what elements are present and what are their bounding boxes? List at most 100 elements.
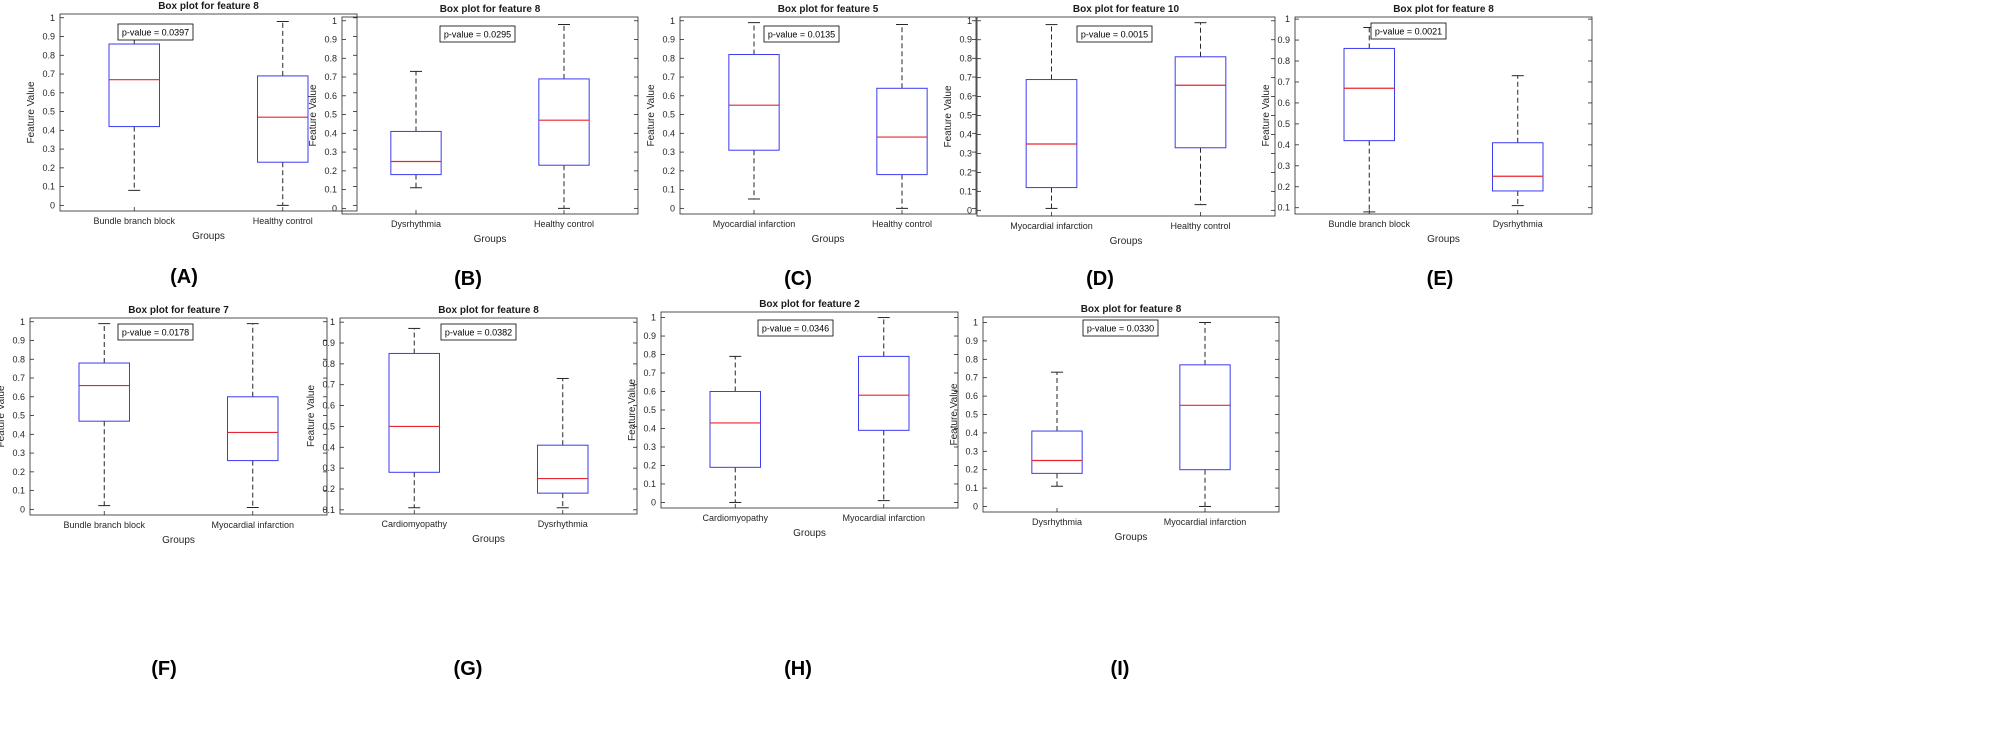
iqr-box (537, 444, 589, 494)
iqr-box (876, 87, 928, 176)
y-tick-label: 0.5 (324, 110, 337, 120)
y-tick-label: 0.6 (12, 392, 25, 402)
p-value-text: p-value = 0.0178 (122, 328, 189, 338)
y-tick-label: 0.8 (322, 359, 335, 369)
panel-4: Box plot for feature 10 0 0.1 0.2 0.3 0.4 0.5 0… (943, 4, 1276, 290)
y-tick-label: 0.6 (959, 92, 972, 102)
y-tick-label: 0.6 (643, 387, 656, 397)
iqr-box (709, 391, 761, 468)
y-tick-label: 0.2 (322, 484, 335, 494)
y-tick-label: 0.1 (12, 486, 25, 496)
y-tick-label: 0.5 (1277, 119, 1290, 129)
y-tick-label: 0.3 (12, 448, 25, 458)
panel-9: Box plot for feature 8 0 0.1 0.2 0.3 0.4 0.5 0.… (949, 304, 1280, 680)
y-tick-label: 0 (50, 200, 55, 210)
p-value-annotation: p-value = 0.0178 (117, 323, 194, 341)
y-tick-label: 0.5 (42, 107, 55, 117)
y-tick-label: 0.1 (322, 505, 335, 515)
y-tick-label: 1 (1285, 14, 1290, 24)
iqr-box (227, 396, 279, 462)
y-tick-label: 0.2 (324, 166, 337, 176)
y-tick-label: 0.1 (42, 182, 55, 192)
y-tick-label: 0.9 (965, 336, 978, 346)
y-tick-label: 0.8 (1277, 56, 1290, 66)
p-value-text: p-value = 0.0015 (1081, 30, 1148, 40)
y-tick-label: 1 (20, 317, 25, 327)
p-value-annotation: p-value = 0.0295 (439, 25, 516, 43)
box-1: Myocardial infarction (713, 22, 796, 229)
category-label: Myocardial infarction (713, 219, 796, 229)
y-tick-label: 0.3 (959, 148, 972, 158)
y-tick-label: 0.1 (324, 185, 337, 195)
category-label: Myocardial infarction (211, 520, 294, 530)
y-tick-label: 0.9 (322, 338, 335, 348)
iqr-box (858, 355, 910, 431)
box-2: Healthy control (872, 24, 932, 229)
y-tick-label: 0 (967, 205, 972, 215)
box-2: Myocardial infarction (1164, 322, 1246, 527)
y-tick-label: 1 (670, 16, 675, 26)
y-tick-label: 0.6 (42, 88, 55, 98)
y-tick-label: 0.5 (662, 110, 675, 120)
iqr-box (1492, 142, 1544, 192)
axes-frame (982, 316, 1280, 513)
panel-1: Box plot for feature 8 0 0.1 0.2 0.3 0.4 0.5 0.… (26, 1, 358, 288)
y-tick-label: 0.2 (959, 167, 972, 177)
y-tick-label: 0.4 (1277, 140, 1290, 150)
chart-title: Box plot for feature 2 (759, 299, 860, 310)
iqr-box (538, 78, 590, 166)
chart-title: Box plot for feature 8 (1081, 304, 1182, 315)
panel-letter: (B) (454, 268, 482, 290)
y-tick-label: 0.9 (324, 35, 337, 45)
y-tick-label: 0.7 (322, 380, 335, 390)
axes-frame (59, 13, 358, 212)
p-value-annotation: p-value = 0.0382 (440, 323, 517, 341)
y-axis-label: Feature Value (646, 84, 657, 147)
box-2: Healthy control (534, 24, 594, 229)
category-label: Myocardial infarction (842, 513, 925, 523)
axes-frame (341, 16, 639, 215)
iqr-box (78, 362, 130, 422)
y-tick-label: 0.4 (662, 128, 675, 138)
p-value-annotation: p-value = 0.0015 (1076, 25, 1153, 43)
chart-title: Box plot for feature 8 (1393, 4, 1494, 15)
y-tick-label: 0.6 (662, 91, 675, 101)
iqr-box (388, 352, 440, 473)
y-tick-label: 0.9 (1277, 35, 1290, 45)
box-2: Dysrhythmia (1492, 75, 1544, 229)
iqr-box (1343, 47, 1395, 142)
y-tick-label: 0.8 (12, 354, 25, 364)
axes-frame (660, 311, 959, 509)
panel-3: Box plot for feature 5 0 0.1 0.2 0.3 0.4 0.5 0.… (646, 4, 977, 290)
y-axis-label: Feature Value (306, 385, 317, 448)
y-tick-label: 0.7 (643, 368, 656, 378)
y-tick-label: 1 (651, 313, 656, 323)
y-tick-label: 0.4 (324, 128, 337, 138)
y-tick-label: 0.3 (1277, 161, 1290, 171)
category-label: Bundle branch block (1328, 219, 1410, 229)
p-value-text: p-value = 0.0382 (445, 328, 512, 338)
y-tick-label: 0.2 (662, 166, 675, 176)
y-tick-label: 1 (330, 317, 335, 327)
box-1: Cardiomyopathy (702, 355, 769, 523)
panel-letter: (G) (454, 658, 483, 680)
y-tick-label: 0.8 (662, 53, 675, 63)
x-axis-label: Groups (1115, 532, 1148, 543)
y-tick-label: 0.7 (12, 373, 25, 383)
p-value-box (1076, 25, 1153, 43)
y-tick-label: 0.3 (42, 144, 55, 154)
iqr-box (1025, 79, 1078, 189)
y-tick-label: 0.7 (965, 373, 978, 383)
y-tick-label: 0.3 (662, 147, 675, 157)
y-tick-label: 0.6 (965, 391, 978, 401)
y-tick-label: 0.5 (965, 410, 978, 420)
p-value-annotation: p-value = 0.0397 (117, 23, 194, 41)
iqr-box (1179, 364, 1231, 471)
y-tick-label: 1 (50, 13, 55, 23)
category-label: Cardiomyopathy (702, 513, 768, 523)
box-2: Healthy control (253, 21, 313, 226)
chart-title: Box plot for feature 7 (128, 305, 229, 316)
axes-frame (679, 16, 977, 215)
category-label: Cardiomyopathy (381, 519, 447, 529)
y-tick-label: 0.9 (959, 35, 972, 45)
